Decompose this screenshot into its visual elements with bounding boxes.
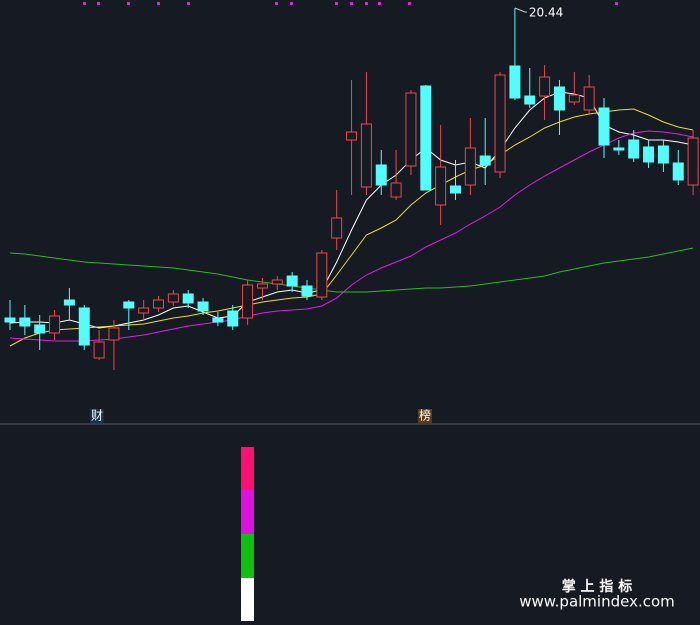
candle-body (390, 182, 402, 198)
candle-body (687, 137, 699, 186)
candle-body (435, 166, 447, 206)
candle-body (286, 275, 298, 287)
candle-body (464, 147, 476, 186)
candle-body (34, 324, 46, 334)
candle-body (553, 86, 565, 111)
candle-body (123, 301, 135, 309)
candle-body (450, 185, 461, 194)
candle-body (405, 92, 417, 167)
ma-line (9, 130, 694, 342)
candle-body (4, 317, 16, 323)
max-leader (514, 7, 527, 13)
candle-body (420, 85, 432, 191)
watermark-url: www.palmindex.com (519, 593, 675, 611)
candle-body (375, 164, 387, 186)
candle-body (643, 146, 655, 163)
candle-body (301, 285, 313, 297)
candle-body (197, 301, 209, 312)
candle-body (598, 107, 610, 146)
candle-body (242, 284, 254, 319)
indicator-bar (241, 447, 254, 621)
candle-body (479, 155, 491, 166)
candle-body (672, 162, 684, 181)
candle-body (49, 315, 61, 334)
candle-body (108, 327, 120, 341)
ma-line (9, 108, 694, 347)
candle-body (346, 131, 358, 141)
candle-body (63, 299, 75, 306)
candle-body (657, 145, 669, 164)
candle-body (182, 293, 194, 304)
candle-body (271, 279, 283, 285)
candle-body (583, 86, 595, 111)
annotation-box (418, 409, 432, 423)
candle-body (539, 76, 551, 97)
candle-body (78, 307, 90, 346)
watermark-title: 掌 上 指 标 (562, 578, 633, 595)
candle-body (316, 252, 328, 298)
candle-body (331, 217, 343, 239)
candle-body (19, 317, 31, 327)
candle-body (93, 341, 105, 359)
ma-line (9, 247, 694, 293)
annotation: 榜 (419, 408, 431, 423)
candle-body (509, 65, 521, 99)
candle-body (360, 123, 372, 188)
annotation: 财 (91, 409, 103, 423)
candle-body (568, 94, 580, 103)
candle-body (153, 299, 164, 309)
candle-body (494, 74, 506, 173)
candle-body (256, 283, 268, 289)
max-label: 20.44 (529, 6, 563, 20)
candle-body (138, 307, 150, 314)
candle-body (628, 139, 640, 159)
top-dots (83, 2, 618, 5)
candle-body (613, 147, 625, 151)
candle-body (167, 293, 179, 303)
candle-body (524, 95, 536, 105)
candle-body (227, 310, 239, 327)
candle-body (212, 317, 224, 323)
annotation-box (90, 409, 104, 423)
